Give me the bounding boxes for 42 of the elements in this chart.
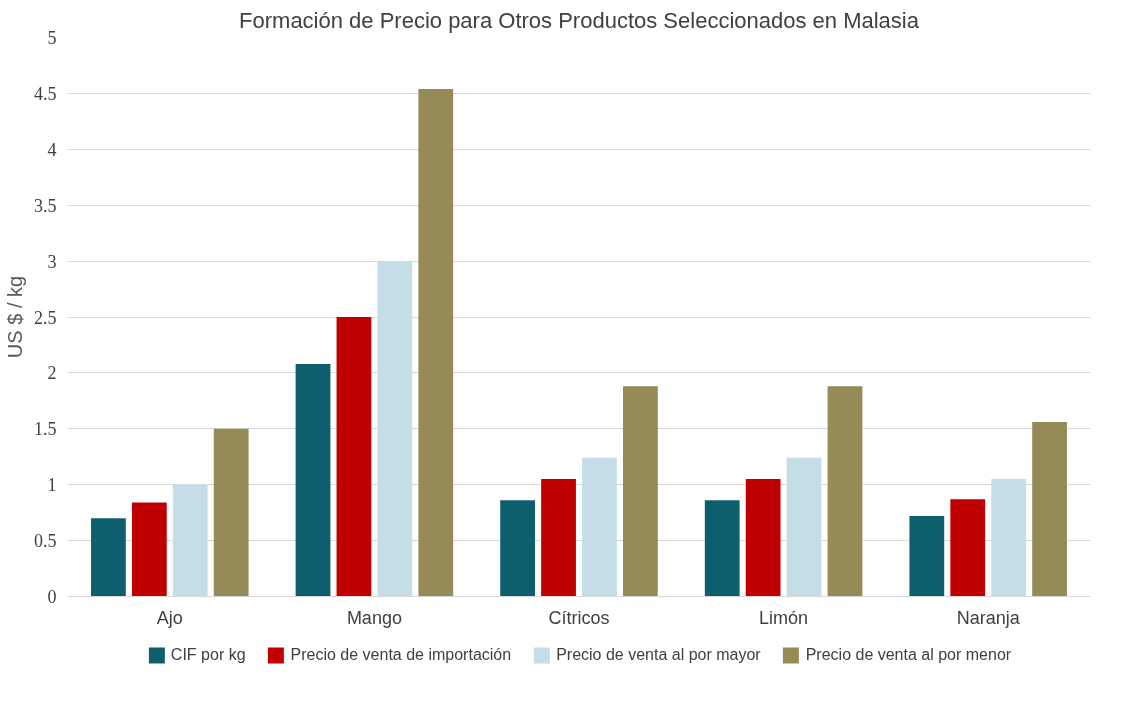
y-tick-label: 3 (47, 251, 57, 272)
legend-label: CIF por kg (170, 646, 246, 664)
bar (541, 479, 576, 597)
bar (622, 386, 658, 597)
bar (1032, 422, 1067, 597)
y-tick-label: 4 (47, 139, 57, 160)
bar (91, 518, 126, 597)
y-tick-label: 0.5 (34, 531, 57, 552)
x-tick-label: Limón (759, 607, 809, 628)
bar (500, 500, 536, 597)
y-tick-label: 2 (47, 363, 57, 384)
bar (991, 479, 1027, 597)
bar (336, 317, 372, 597)
x-tick-label: Cítricos (548, 607, 610, 628)
bar (950, 499, 986, 597)
bar (704, 500, 740, 597)
y-tick-label: 2.5 (34, 307, 57, 328)
bar (786, 457, 822, 597)
x-tick-label: Mango (346, 607, 402, 628)
x-tick-label: Naranja (956, 607, 1021, 628)
bar (213, 428, 249, 597)
legend-label: Precio de venta al por menor (805, 646, 1012, 664)
y-axis-title: US $ / kg (4, 275, 26, 359)
bar (295, 363, 331, 597)
legend-label: Precio de venta al por mayor (556, 646, 761, 664)
y-tick-label: 1.5 (34, 419, 57, 440)
y-tick-label: 3.5 (34, 195, 57, 216)
legend-label: Precio de venta de importación (290, 646, 512, 664)
bar (827, 386, 863, 597)
chart-title: Formación de Precio para Otros Productos Seleccionados en Malasia (239, 7, 920, 33)
bar (377, 261, 413, 597)
bar (172, 484, 208, 597)
x-tick-label: Ajo (156, 607, 183, 628)
y-tick-label: 0 (47, 587, 57, 607)
y-tick-label: 4.5 (34, 83, 57, 104)
bar (418, 88, 454, 597)
bar (745, 479, 781, 597)
y-tick-label: 1 (47, 475, 57, 496)
bar (131, 502, 167, 597)
bar (909, 516, 945, 597)
bar (582, 457, 617, 597)
y-tick-label: 5 (47, 28, 57, 48)
